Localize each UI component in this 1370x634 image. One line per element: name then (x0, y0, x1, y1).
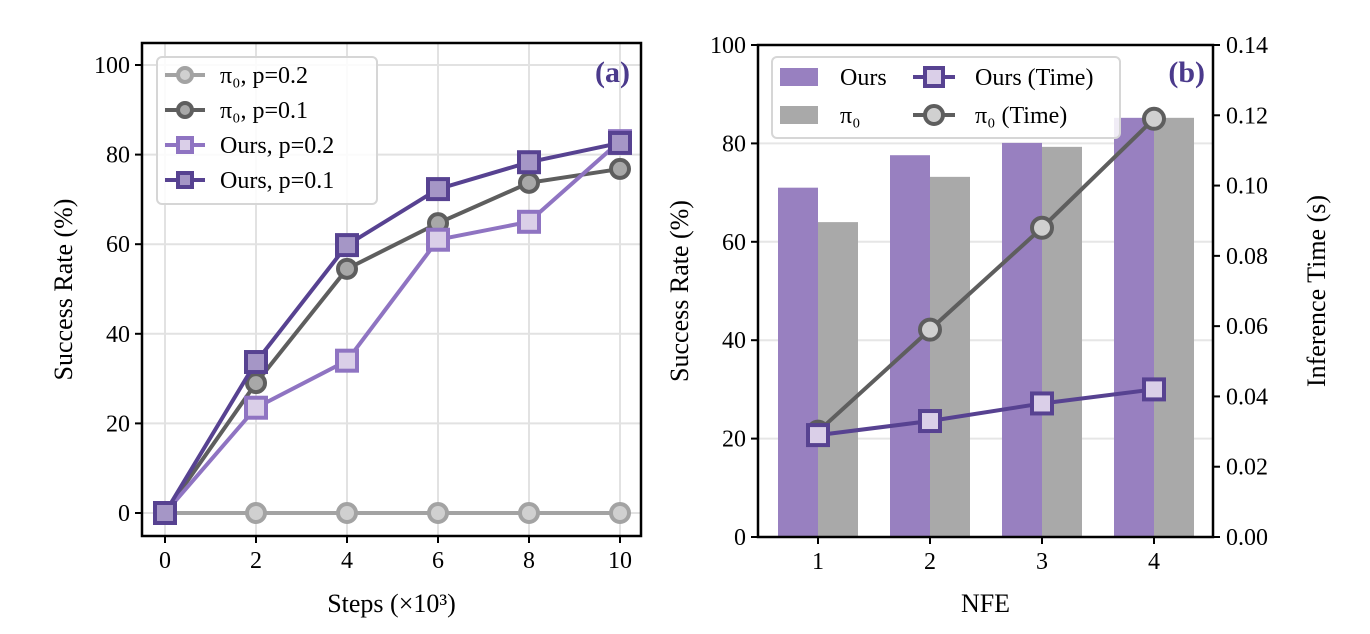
data-point (918, 409, 942, 434)
data-point (244, 395, 268, 420)
data-point (335, 348, 359, 373)
x-tick-label: 4 (341, 548, 353, 574)
plot-frame (140, 41, 643, 538)
legend-marker (176, 136, 194, 154)
panel-b: 1 2 3 40204060801000.000.020.040.060.080.10… (665, 33, 1331, 618)
x-tick-label: 10 (608, 548, 632, 574)
data-point (1142, 106, 1166, 131)
data-point (517, 150, 541, 175)
panel-label: (a) (595, 56, 630, 89)
legend-label: π₀ (840, 103, 860, 129)
data-point (426, 177, 450, 202)
data-point (609, 502, 631, 524)
y-tick-label: 0 (118, 501, 130, 527)
y-tick-label: 80 (722, 131, 746, 157)
legend-label: Ours (840, 65, 887, 91)
y-tick-label: 40 (722, 328, 746, 354)
x-axis-label: NFE (961, 589, 1010, 618)
y2-axis-label: Inference Time (s) (1302, 195, 1331, 387)
series-line (816, 117, 1156, 434)
series-line (163, 139, 622, 515)
y-tick-label: 60 (722, 230, 746, 256)
y-axis-label: Success Rate (%) (665, 200, 694, 382)
series-line (817, 387, 1155, 438)
legend-box (771, 56, 1121, 139)
data-point (426, 227, 450, 252)
bar (930, 176, 970, 537)
data-point (609, 157, 631, 180)
bar (778, 187, 818, 537)
data-point (918, 317, 942, 342)
x-tick-label: 8 (523, 548, 535, 574)
data-point (245, 502, 267, 524)
data-point (1030, 391, 1054, 416)
y-tick-label: 0 (734, 525, 746, 551)
x-tick-label: 3 (1036, 549, 1048, 575)
y2-tick-label: 0.06 (1226, 314, 1268, 340)
y2-tick-label: 0.08 (1226, 244, 1268, 270)
y-tick-label: 100 (94, 53, 130, 79)
x-axis-label: Steps (×10³) (327, 589, 456, 618)
x-tick-label: 6 (432, 548, 444, 574)
bar (1042, 146, 1082, 537)
x-tick-label: 2 (250, 548, 262, 574)
data-point (517, 209, 541, 234)
y-tick-label: 20 (722, 427, 746, 453)
y-tick-label: 80 (106, 143, 130, 169)
legend-box (156, 56, 378, 205)
y2-tick-label: 0.04 (1226, 384, 1268, 410)
legend-marker (923, 66, 945, 88)
y2-tick-label: 0.10 (1226, 174, 1268, 200)
x-tick-label: 2 (924, 549, 936, 575)
data-point (1142, 377, 1166, 402)
plot-frame (756, 43, 1215, 539)
legend-marker (176, 171, 194, 189)
y-tick-label: 60 (106, 232, 130, 258)
data-point (335, 233, 359, 258)
legend-marker (176, 66, 194, 84)
data-point (427, 502, 449, 524)
data-point (608, 130, 632, 155)
legend-label: Ours, p=0.1 (220, 168, 334, 194)
data-point (336, 502, 358, 524)
data-point (336, 257, 358, 280)
y-tick-label: 100 (710, 33, 746, 59)
series-line (163, 166, 621, 515)
series-line (163, 140, 621, 515)
y-tick-label: 20 (106, 411, 130, 437)
x-tick-label: 0 (159, 548, 171, 574)
legend-marker (923, 104, 945, 126)
y-axis-label: Success Rate (%) (49, 199, 78, 381)
data-point (806, 423, 830, 448)
y-tick-label: 40 (106, 322, 130, 348)
y2-tick-label: 0.02 (1226, 455, 1268, 481)
legend-label: π₀, p=0.1 (220, 98, 308, 124)
x-tick-label: 4 (1148, 549, 1160, 575)
legend-swatch (780, 106, 818, 124)
data-point (518, 171, 540, 194)
data-point (244, 350, 268, 375)
legend-label: Ours, p=0.2 (220, 133, 334, 159)
data-point (1030, 215, 1054, 240)
panel-label: (b) (1168, 56, 1205, 89)
y2-tick-label: 0.12 (1226, 103, 1268, 129)
legend-label: π₀ (Time) (975, 103, 1067, 129)
data-point (518, 502, 540, 524)
data-point (245, 372, 267, 395)
legend-label: π₀, p=0.2 (220, 63, 308, 89)
y2-tick-label: 0.14 (1226, 33, 1268, 59)
data-point (153, 501, 177, 525)
bar (1154, 117, 1194, 537)
y2-tick-label: 0.00 (1226, 525, 1268, 551)
legend-swatch (780, 68, 818, 86)
legend-marker (176, 101, 194, 119)
x-tick-label: 1 (812, 549, 824, 575)
bar (1114, 117, 1154, 537)
bar (818, 222, 858, 537)
legend-label: Ours (Time) (975, 65, 1093, 91)
bar (1002, 142, 1042, 537)
